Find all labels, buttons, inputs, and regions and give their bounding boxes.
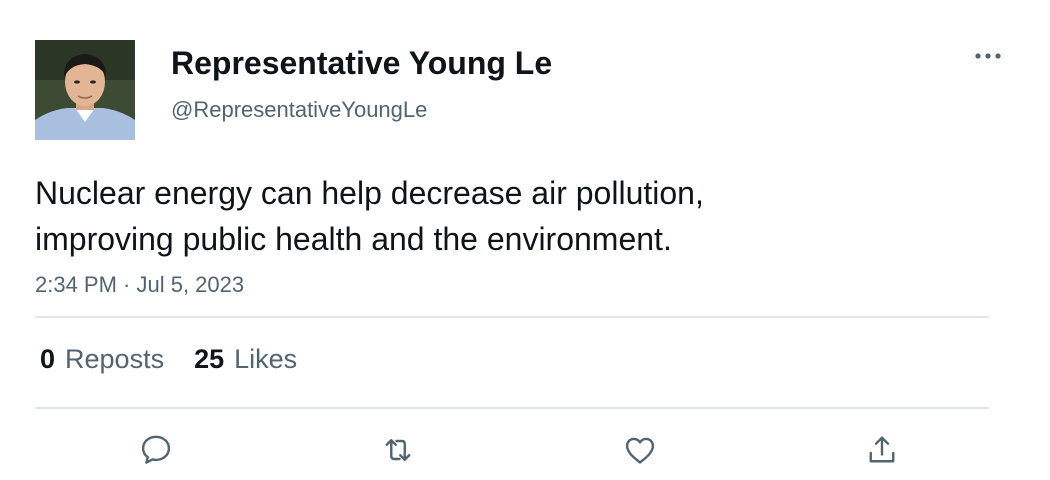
more-dots-icon <box>975 53 1001 59</box>
reposts-label: Reposts <box>65 343 165 374</box>
heart-icon <box>625 437 655 464</box>
divider <box>35 407 989 409</box>
reply-button[interactable] <box>136 430 176 470</box>
likes-label: Likes <box>234 343 298 374</box>
author-display-name[interactable]: Representative Young Le <box>171 45 553 81</box>
speech-bubble-icon <box>141 435 171 464</box>
author-handle[interactable]: @RepresentativeYoungLe <box>171 97 428 122</box>
avatar[interactable] <box>35 40 135 140</box>
divider <box>35 316 989 318</box>
reposts-stat[interactable]: 0 Reposts <box>40 344 164 375</box>
like-button[interactable] <box>620 430 660 470</box>
reposts-count: 0 <box>40 343 56 374</box>
likes-count: 25 <box>194 343 225 374</box>
share-button[interactable] <box>862 430 902 470</box>
likes-stat[interactable]: 25 Likes <box>194 344 297 375</box>
tweet-text: Nuclear energy can help decrease air pol… <box>35 175 704 257</box>
tweet-timestamp[interactable]: 2:34 PM · Jul 5, 2023 <box>35 272 245 297</box>
share-upload-icon <box>869 436 895 463</box>
repost-button[interactable] <box>378 430 418 470</box>
repost-arrows-icon <box>385 439 411 461</box>
more-options-button[interactable] <box>970 44 1006 68</box>
user-avatar-photo <box>35 40 135 140</box>
tweet-stats: 0 Reposts 25 Likes <box>40 341 297 377</box>
